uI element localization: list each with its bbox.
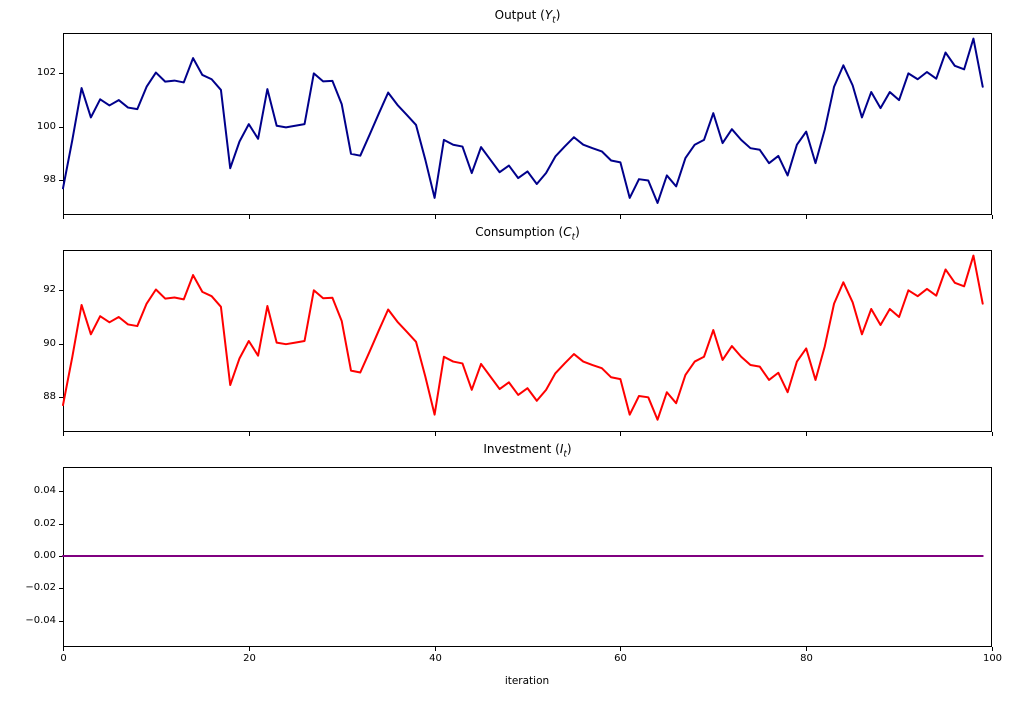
- output-y-tick-label: 100: [36, 121, 56, 132]
- consumption-y-tick-label: 90: [43, 338, 56, 349]
- title-text: ): [566, 442, 572, 456]
- title-math-var: Y: [544, 8, 553, 22]
- x-axis-label: iteration: [504, 675, 550, 687]
- title-text: ): [555, 8, 561, 22]
- consumption-y-tick-label: 92: [43, 284, 56, 295]
- title-text: Output (: [494, 8, 545, 22]
- investment-y-tick-label: 0.02: [33, 518, 56, 529]
- consumption-y-tick-label: 88: [43, 391, 56, 402]
- title-text: ): [575, 225, 580, 239]
- x-tick-label: 80: [800, 653, 813, 664]
- title-text: Consumption (: [475, 225, 564, 239]
- output-subplot-title: Output (Yt): [63, 8, 992, 26]
- x-tick-label: 40: [429, 653, 442, 664]
- output-y-tick-label: 98: [43, 174, 56, 185]
- consumption-axes-box: [63, 250, 992, 432]
- investment-y-tick-label: 0.04: [33, 485, 56, 496]
- investment-subplot-title: Investment (It): [63, 442, 992, 460]
- output-axes-box: [63, 33, 992, 215]
- title-math-var: I: [559, 442, 564, 456]
- investment-y-tick-label: 0.00: [33, 550, 56, 561]
- title-math-subscript: t: [552, 15, 556, 26]
- investment-y-tick-label: −0.02: [25, 582, 56, 593]
- output-series-line: [62, 37, 984, 204]
- x-tick-label: 60: [614, 653, 627, 664]
- investment-y-tick-label: −0.04: [25, 615, 56, 626]
- title-math-subscript: t: [571, 232, 576, 243]
- investment-axes-box: [63, 467, 992, 647]
- title-math-subscript: t: [563, 449, 567, 460]
- title-math-var: C: [563, 225, 572, 239]
- x-tick-label: 100: [982, 653, 1003, 664]
- title-text: Investment (: [483, 442, 560, 456]
- output-y-tick-label: 102: [36, 67, 56, 78]
- x-tick-label: 20: [243, 653, 256, 664]
- consumption-series-line: [62, 254, 984, 421]
- consumption-subplot-title: Consumption (Ct): [63, 225, 992, 243]
- x-tick-label: 0: [60, 653, 67, 664]
